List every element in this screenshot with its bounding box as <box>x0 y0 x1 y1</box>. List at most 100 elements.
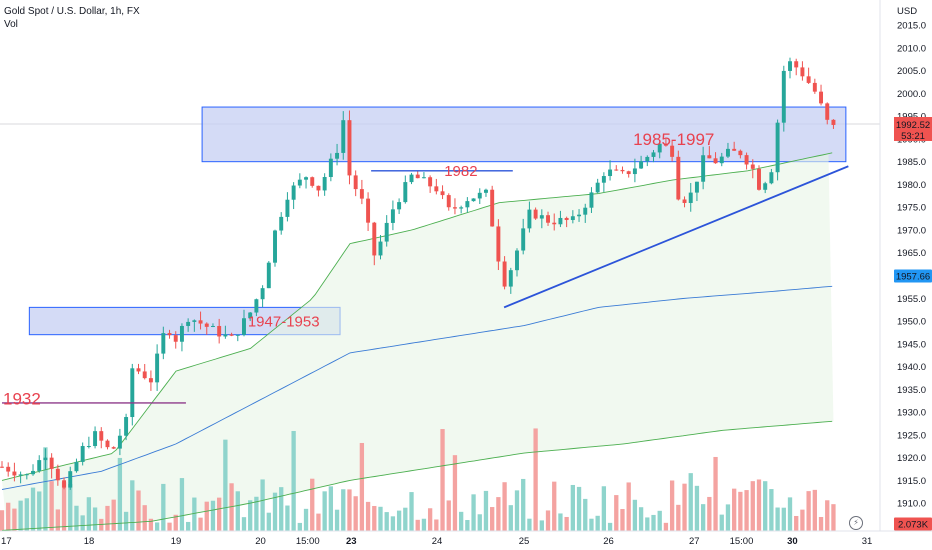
candle-body <box>384 222 389 242</box>
volume-bar <box>663 522 669 531</box>
volume-bar <box>248 500 253 531</box>
candle-body <box>260 288 265 300</box>
volume-bar <box>49 481 54 531</box>
candle-body <box>707 155 712 159</box>
volume-bar <box>68 483 73 531</box>
lightning-icon[interactable]: ⚡ <box>849 516 863 530</box>
volume-bar <box>409 492 414 531</box>
volume-bar <box>521 478 526 531</box>
volume-bar <box>719 514 724 531</box>
candle-body <box>781 70 786 123</box>
volume-bar <box>818 516 824 531</box>
volume-bar <box>260 479 265 531</box>
volume-bar <box>43 447 48 531</box>
volume-bar <box>92 507 98 531</box>
candle-body <box>366 198 371 223</box>
ma-price-tag-text: 1957.66 <box>896 272 930 283</box>
y-tick-label: 1945.0 <box>897 339 926 350</box>
candle-body <box>297 179 302 186</box>
y-tick-label: 1980.0 <box>897 180 926 191</box>
candle-body <box>676 156 681 200</box>
candle-body <box>167 333 172 336</box>
y-tick-label: 2015.0 <box>897 21 926 32</box>
candle-body <box>521 228 526 251</box>
candle-body <box>266 262 271 289</box>
symbol-title[interactable]: Gold Spot / U.S. Dollar, 1h, FX <box>4 6 140 17</box>
candle-body <box>725 148 730 157</box>
volume-bar <box>80 515 85 531</box>
x-tick-label: 25 <box>519 536 530 547</box>
candle-body <box>273 230 277 263</box>
volume-bar <box>192 497 197 531</box>
candle-body <box>626 171 631 175</box>
candle-body <box>24 474 29 476</box>
y-tick-label: 2010.0 <box>897 43 926 54</box>
volume-bar <box>682 483 687 531</box>
zone-box <box>201 106 847 163</box>
candle-body <box>577 214 582 217</box>
candle-body <box>18 474 23 476</box>
candle-body <box>428 177 433 187</box>
candle-body <box>608 169 613 177</box>
green-ma-line <box>1 152 833 481</box>
candle-body <box>55 468 60 481</box>
volume-bar <box>99 518 104 531</box>
candle-body <box>372 222 377 256</box>
volume-bar <box>707 496 712 531</box>
candle-body <box>750 164 755 169</box>
annotation-label: 1932 <box>3 389 41 408</box>
candle-body <box>235 334 240 336</box>
volume-bar <box>148 518 154 531</box>
volume-bar <box>61 482 67 531</box>
y-tick-label: 1910.0 <box>897 499 926 510</box>
candle-body <box>198 320 203 324</box>
volume-bar <box>173 514 178 531</box>
volume-bar <box>0 510 5 531</box>
volume-bar <box>465 520 470 531</box>
candle-body <box>533 209 538 219</box>
candle-body <box>558 217 563 225</box>
volume-label[interactable]: Vol <box>4 19 18 30</box>
annotation-label: 1982 <box>444 163 477 180</box>
volume-bar <box>570 484 575 531</box>
volume-bar <box>123 511 129 531</box>
candle-body <box>223 334 228 337</box>
y-tick-label: 2000.0 <box>897 89 926 100</box>
x-tick-label: 31 <box>862 536 873 547</box>
candle-body <box>254 299 259 313</box>
volume-bar <box>552 481 557 531</box>
volume-bar <box>626 482 631 531</box>
volume-bar <box>490 507 495 531</box>
candle-body <box>74 461 79 472</box>
candle-body <box>397 202 402 210</box>
candle-body <box>409 174 414 183</box>
candle-body <box>291 185 296 200</box>
volume-bar <box>341 489 346 531</box>
currency-label[interactable]: USD <box>897 6 917 17</box>
volume-bar <box>477 514 482 531</box>
candle-body <box>93 431 98 447</box>
candle-body <box>130 368 135 418</box>
x-tick-label: 20 <box>255 536 266 547</box>
candle-body <box>161 333 166 354</box>
volume-bar <box>229 483 234 531</box>
candle-body <box>651 152 656 157</box>
volume-bar <box>483 490 489 531</box>
volume-bar <box>204 501 209 531</box>
volume-bar <box>235 491 240 531</box>
volume-bar <box>210 500 216 531</box>
candle-body <box>502 261 507 287</box>
volume-bar <box>775 507 780 531</box>
x-tick-label: 27 <box>689 536 700 547</box>
volume-bar <box>266 512 271 531</box>
candle-body <box>682 199 687 203</box>
candle-body <box>800 67 805 77</box>
volume-bar <box>303 508 309 531</box>
volume-bar <box>744 490 749 531</box>
candle-body <box>645 156 650 162</box>
volume-bar <box>415 519 420 531</box>
volume-bar <box>763 481 768 531</box>
candle-body <box>229 334 234 336</box>
